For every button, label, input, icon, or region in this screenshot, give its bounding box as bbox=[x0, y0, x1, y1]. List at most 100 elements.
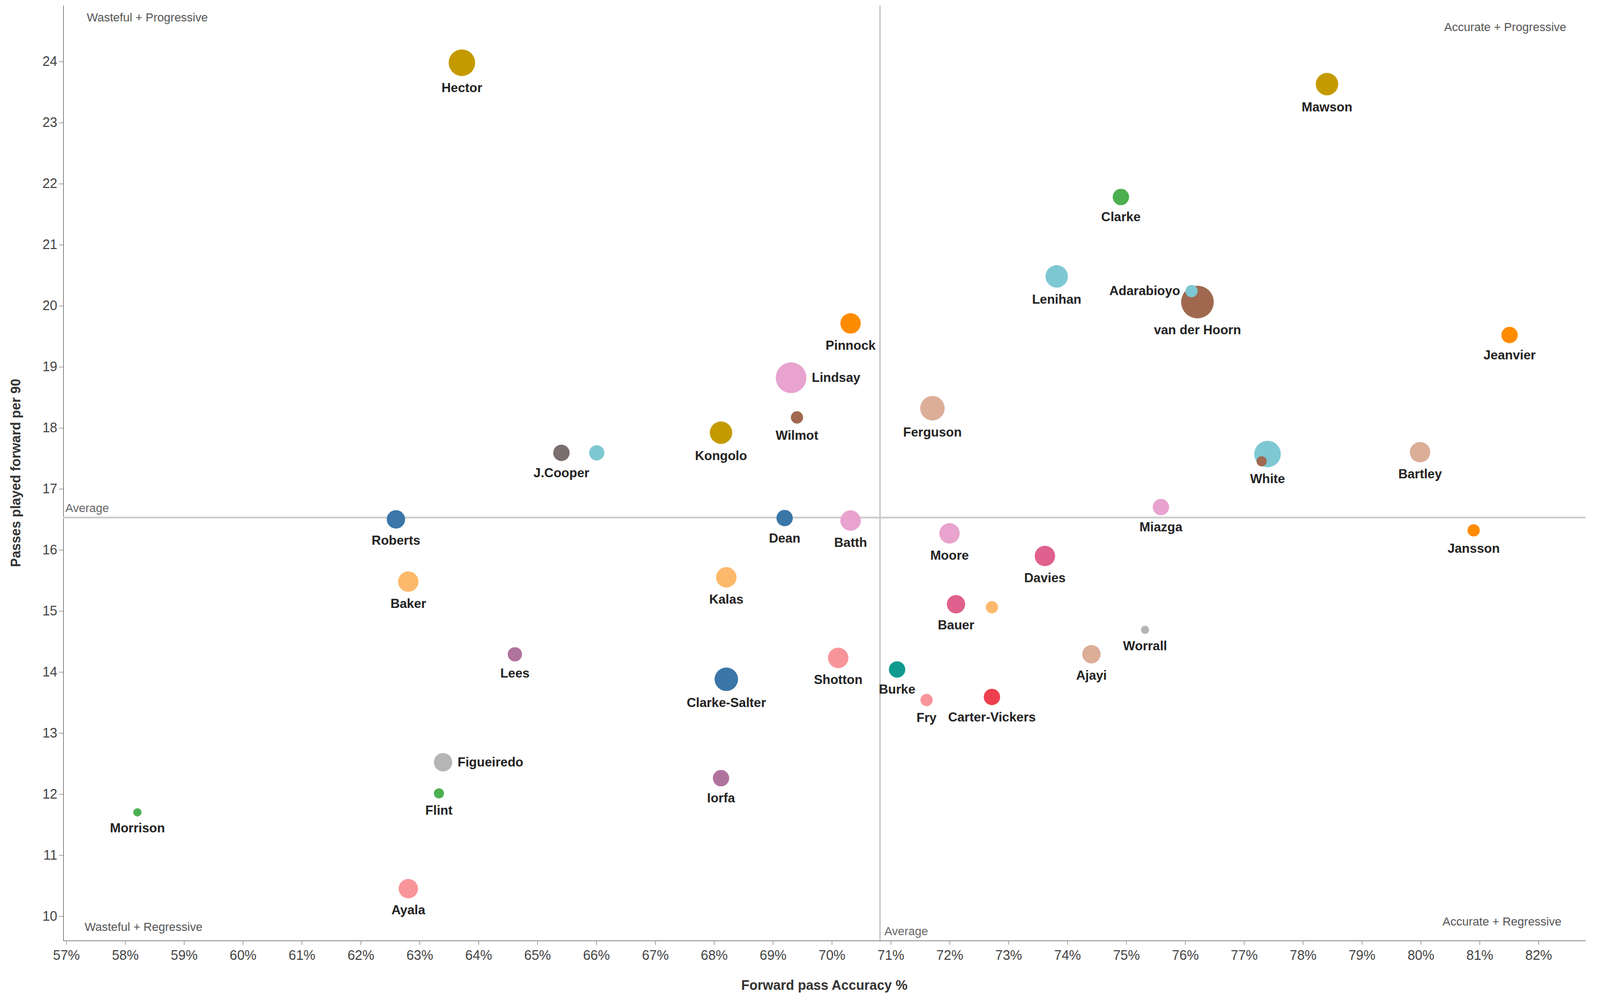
quadrant-labels: Wasteful + ProgressiveAccurate + Progres… bbox=[84, 10, 1567, 934]
point-label: Moore bbox=[930, 547, 969, 563]
x-tick-label: 77% bbox=[1230, 947, 1258, 963]
x-tick-label: 66% bbox=[582, 947, 610, 963]
bubble bbox=[448, 49, 476, 77]
x-tick-label: 73% bbox=[995, 947, 1023, 963]
point-label: Jansson bbox=[1447, 541, 1500, 556]
point-label: Lenihan bbox=[1032, 291, 1082, 307]
y-tick-label: 13 bbox=[42, 725, 58, 741]
point-label: Worrall bbox=[1123, 638, 1168, 653]
average-label: Average bbox=[884, 924, 929, 938]
x-tick-label: 64% bbox=[465, 947, 493, 963]
x-tick: 69% bbox=[759, 940, 787, 963]
x-tick-label: 68% bbox=[700, 947, 728, 963]
point-label: Kongolo bbox=[694, 448, 747, 463]
bubble bbox=[1112, 189, 1130, 206]
y-tick-mark bbox=[58, 61, 64, 63]
y-axis: 101112131415161718192021222324 bbox=[42, 5, 64, 942]
y-tick-mark bbox=[58, 489, 64, 490]
x-tick: 66% bbox=[582, 940, 610, 963]
y-tick-mark bbox=[58, 122, 64, 124]
point-label: Burke bbox=[879, 681, 916, 697]
y-tick: 21 bbox=[42, 236, 64, 252]
quadrant-label: Accurate + Progressive bbox=[1444, 20, 1567, 34]
y-tick-label: 14 bbox=[42, 664, 58, 680]
point-label: White bbox=[1250, 471, 1286, 486]
y-tick-mark bbox=[58, 915, 64, 917]
x-axis-line bbox=[63, 940, 1587, 942]
y-tick: 11 bbox=[43, 847, 64, 863]
y-tick: 13 bbox=[42, 725, 64, 741]
x-tick-label: 79% bbox=[1348, 947, 1376, 963]
y-tick-mark bbox=[58, 244, 64, 246]
point-label: J.Cooper bbox=[533, 465, 590, 480]
x-tick-mark bbox=[1479, 940, 1481, 945]
x-tick-label: 60% bbox=[229, 947, 257, 963]
bubble bbox=[1185, 284, 1198, 298]
bubble bbox=[386, 509, 405, 529]
y-tick-label: 16 bbox=[42, 542, 58, 558]
bubble bbox=[133, 808, 142, 817]
y-tick-label: 18 bbox=[42, 419, 58, 435]
point-label: Flint bbox=[425, 802, 453, 818]
point-label: Carter-Vickers bbox=[948, 709, 1036, 725]
bubble bbox=[920, 694, 933, 707]
x-tick-mark bbox=[1125, 940, 1127, 945]
x-axis: 57%58%59%60%61%62%63%64%65%66%67%68%69%7… bbox=[53, 940, 1587, 963]
x-tick-label: 74% bbox=[1054, 947, 1081, 963]
x-tick-mark bbox=[772, 940, 774, 945]
y-tick-label: 10 bbox=[42, 908, 58, 924]
point-label: van der Hoorn bbox=[1153, 322, 1242, 337]
y-tick-label: 20 bbox=[42, 297, 58, 313]
x-tick-mark bbox=[1420, 940, 1422, 945]
y-tick: 16 bbox=[42, 542, 64, 558]
x-tick-label: 59% bbox=[170, 947, 198, 963]
x-tick: 74% bbox=[1054, 940, 1081, 963]
point-label: Batth bbox=[834, 535, 867, 550]
x-tick-label: 76% bbox=[1172, 947, 1199, 963]
point-label: Iorfa bbox=[707, 790, 736, 806]
bubble bbox=[716, 567, 737, 588]
bubble bbox=[776, 509, 794, 527]
bubble bbox=[790, 411, 803, 424]
y-tick-mark bbox=[58, 183, 64, 185]
point-label: Ferguson bbox=[903, 424, 962, 440]
y-tick-mark bbox=[58, 793, 64, 795]
points bbox=[133, 49, 1519, 899]
x-tick-mark bbox=[831, 940, 833, 945]
bubble bbox=[1034, 545, 1056, 567]
point-label: Wilmot bbox=[775, 427, 819, 443]
x-tick-mark bbox=[360, 940, 362, 945]
y-tick: 20 bbox=[42, 297, 64, 313]
x-tick-mark bbox=[1008, 940, 1010, 945]
x-tick-mark bbox=[1361, 940, 1363, 945]
bubble bbox=[507, 647, 523, 662]
x-tick: 77% bbox=[1230, 940, 1258, 963]
bubble bbox=[1254, 440, 1282, 468]
y-tick-mark bbox=[58, 854, 64, 856]
x-tick: 59% bbox=[170, 940, 198, 963]
y-axis-title: Passes played forward per 90 bbox=[8, 378, 24, 568]
x-tick-label: 69% bbox=[759, 947, 787, 963]
x-axis-title: Forward pass Accuracy % bbox=[741, 977, 908, 993]
point-label: Ajayi bbox=[1076, 667, 1107, 683]
bubble bbox=[553, 444, 570, 462]
bubble bbox=[1045, 265, 1069, 288]
x-tick: 70% bbox=[818, 940, 846, 963]
y-tick-mark bbox=[58, 550, 64, 551]
x-tick-mark bbox=[655, 940, 656, 945]
average-labels: AverageAverage bbox=[65, 501, 928, 938]
x-tick-label: 81% bbox=[1466, 947, 1494, 963]
x-tick: 58% bbox=[111, 940, 139, 963]
x-tick: 79% bbox=[1348, 940, 1376, 963]
bubble bbox=[589, 445, 605, 461]
y-tick-label: 24 bbox=[42, 53, 58, 69]
y-tick-label: 23 bbox=[42, 114, 58, 130]
y-tick: 17 bbox=[42, 481, 64, 497]
point-label: Figueiredo bbox=[457, 754, 524, 770]
x-tick: 80% bbox=[1407, 940, 1435, 963]
point-label: Clarke-Salter bbox=[686, 695, 766, 710]
y-tick-label: 11 bbox=[43, 847, 58, 863]
y-tick-label: 17 bbox=[42, 481, 58, 497]
bubble bbox=[775, 362, 807, 394]
average-line bbox=[63, 516, 1586, 519]
